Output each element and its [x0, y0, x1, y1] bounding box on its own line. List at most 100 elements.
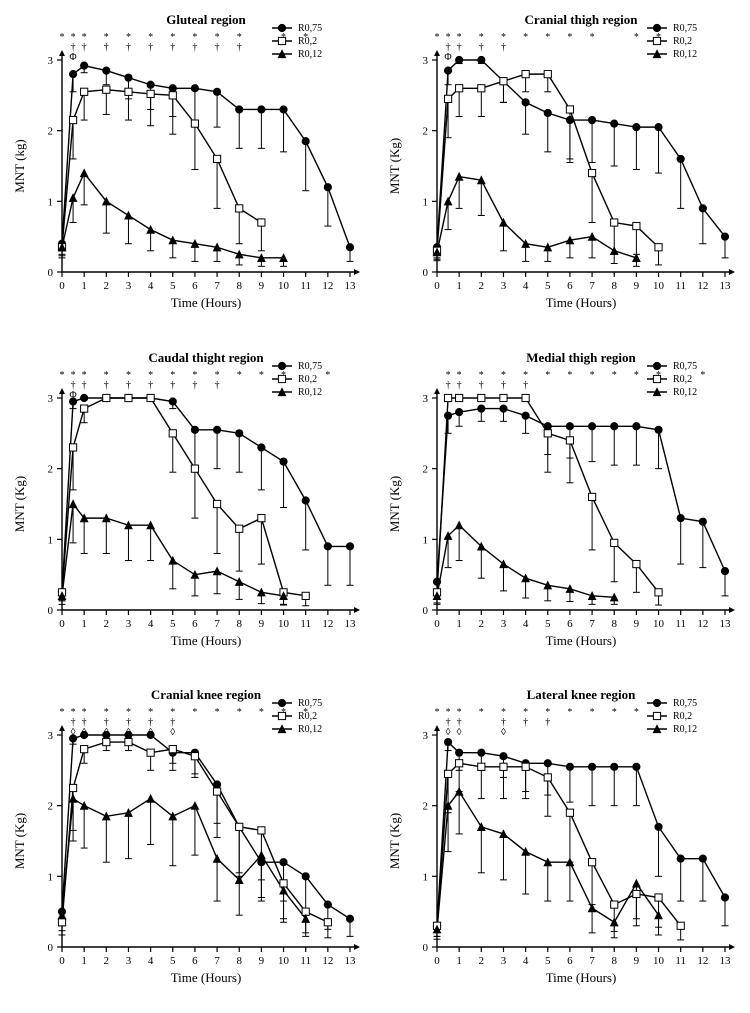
chart-grid: Gluteal region**†Φ*†*†*†*†*†*†*†*†**R0,7… — [0, 0, 750, 1013]
sig-mark: * — [60, 707, 65, 718]
x-tick-label: 4 — [148, 618, 154, 630]
x-tick-label: 3 — [126, 280, 132, 292]
chart-title: Cranial thigh region — [524, 12, 638, 27]
x-tick-label: 13 — [345, 618, 357, 630]
x-tick-label: 3 — [126, 955, 132, 967]
x-tick-label: 12 — [697, 955, 708, 967]
x-tick-label: 5 — [170, 955, 176, 967]
series-line-r075 — [62, 398, 350, 592]
y-tick-label: 2 — [48, 463, 54, 475]
x-tick-label: 10 — [278, 618, 290, 630]
legend-label: R0,75 — [673, 698, 697, 709]
panel-svg-4: Cranial knee region**†◊*†◊*†◊*†◊*†◊*†◊**… — [0, 675, 375, 1013]
chart-title: Medial thigh region — [526, 350, 636, 365]
legend-label: R0,2 — [673, 374, 692, 385]
x-tick-label: 3 — [501, 280, 507, 292]
x-tick-label: 0 — [434, 955, 440, 967]
chart-title: Lateral knee region — [527, 687, 636, 702]
x-tick-label: 10 — [278, 280, 289, 292]
sig-mark: † — [148, 380, 153, 391]
x-tick-label: 12 — [322, 280, 333, 292]
x-tick-label: 2 — [479, 280, 485, 292]
sig-mark: † — [170, 380, 175, 391]
panel-svg-2: Caudal thight region**†Φ*†*†*†*†*†*†*†**… — [0, 338, 375, 676]
x-tick-label: 0 — [59, 955, 65, 967]
x-tick-label: 1 — [81, 280, 86, 292]
y-tick-label: 3 — [423, 55, 429, 67]
y-tick-label: 1 — [48, 534, 54, 546]
x-tick-label: 5 — [170, 280, 176, 292]
sig-mark: † — [545, 717, 550, 728]
sig-mark: † — [82, 380, 87, 391]
x-tick-label: 5 — [170, 618, 176, 630]
sig-mark: † — [523, 380, 528, 391]
chart-panel-1: Cranial thigh region**†Φ*†*†*†******R0,7… — [375, 0, 750, 338]
y-tick-label: 3 — [48, 393, 54, 405]
x-tick-label: 9 — [634, 618, 640, 630]
x-tick-label: 2 — [479, 618, 485, 630]
sig-mark: * — [590, 32, 595, 43]
x-tick-label: 10 — [653, 280, 664, 292]
series-line-r02 — [437, 74, 659, 251]
sig-mark: † — [104, 380, 109, 391]
x-tick-label: 13 — [720, 955, 731, 967]
y-tick-label: 1 — [423, 534, 429, 546]
legend-label: R0,2 — [298, 711, 317, 722]
y-tick-label: 0 — [423, 605, 429, 617]
sig-mark: † — [237, 42, 242, 53]
x-tick-label: 2 — [104, 280, 110, 292]
panel-svg-5: Lateral knee region**†◊*†◊**†◊*†*†****R0… — [375, 675, 750, 1013]
sig-mark: † — [192, 380, 197, 391]
legend-label: R0,75 — [673, 23, 697, 34]
y-tick-label: 1 — [48, 196, 54, 208]
sig-mark: * — [612, 370, 617, 381]
y-tick-label: 1 — [48, 872, 54, 884]
y-tick-label: 1 — [423, 872, 429, 884]
y-tick-label: 2 — [423, 801, 429, 813]
x-tick-label: 5 — [545, 618, 551, 630]
x-tick-label: 1 — [456, 280, 462, 292]
series-line-r02 — [62, 90, 261, 248]
x-tick-label: 4 — [148, 280, 154, 292]
sig-mark: ◊ — [457, 727, 462, 738]
sig-mark: * — [634, 707, 639, 718]
x-tick-label: 3 — [501, 618, 507, 630]
x-tick-label: 8 — [236, 280, 242, 292]
x-tick-label: 4 — [523, 955, 529, 967]
y-tick-label: 2 — [423, 463, 429, 475]
x-tick-label: 11 — [675, 618, 686, 630]
series-line-r075 — [62, 735, 350, 919]
sig-mark: † — [523, 717, 528, 728]
legend-label: R0,75 — [298, 23, 322, 34]
x-tick-label: 0 — [434, 618, 440, 630]
x-tick-label: 2 — [104, 618, 110, 630]
x-tick-label: 12 — [322, 618, 333, 630]
y-tick-label: 2 — [423, 126, 429, 138]
x-tick-label: 0 — [434, 280, 440, 292]
y-tick-label: 3 — [48, 730, 54, 742]
y-tick-label: 3 — [48, 55, 54, 67]
sig-mark: * — [479, 707, 484, 718]
x-axis-label: Time (Hours) — [171, 633, 242, 648]
sig-mark: * — [435, 32, 440, 43]
x-tick-label: 8 — [611, 618, 617, 630]
legend-label: R0,12 — [673, 387, 697, 398]
x-tick-label: 0 — [59, 618, 65, 630]
y-tick-label: 1 — [423, 196, 429, 208]
sig-mark: * — [215, 707, 220, 718]
y-tick-label: 2 — [48, 801, 54, 813]
x-tick-label: 6 — [567, 955, 573, 967]
x-tick-label: 7 — [214, 955, 220, 967]
x-tick-label: 9 — [634, 280, 640, 292]
x-tick-label: 13 — [345, 280, 356, 292]
x-tick-label: 8 — [236, 955, 242, 967]
x-axis-label: Time (Hours) — [171, 295, 242, 310]
sig-mark: * — [192, 707, 197, 718]
x-tick-label: 0 — [59, 280, 65, 292]
chart-panel-2: Caudal thight region**†Φ*†*†*†*†*†*†*†**… — [0, 338, 375, 676]
x-tick-label: 12 — [697, 280, 708, 292]
panel-svg-1: Cranial thigh region**†Φ*†*†*†******R0,7… — [375, 0, 750, 338]
sig-mark: * — [237, 370, 242, 381]
sig-mark: * — [523, 32, 528, 43]
sig-mark: ◊ — [501, 727, 506, 738]
